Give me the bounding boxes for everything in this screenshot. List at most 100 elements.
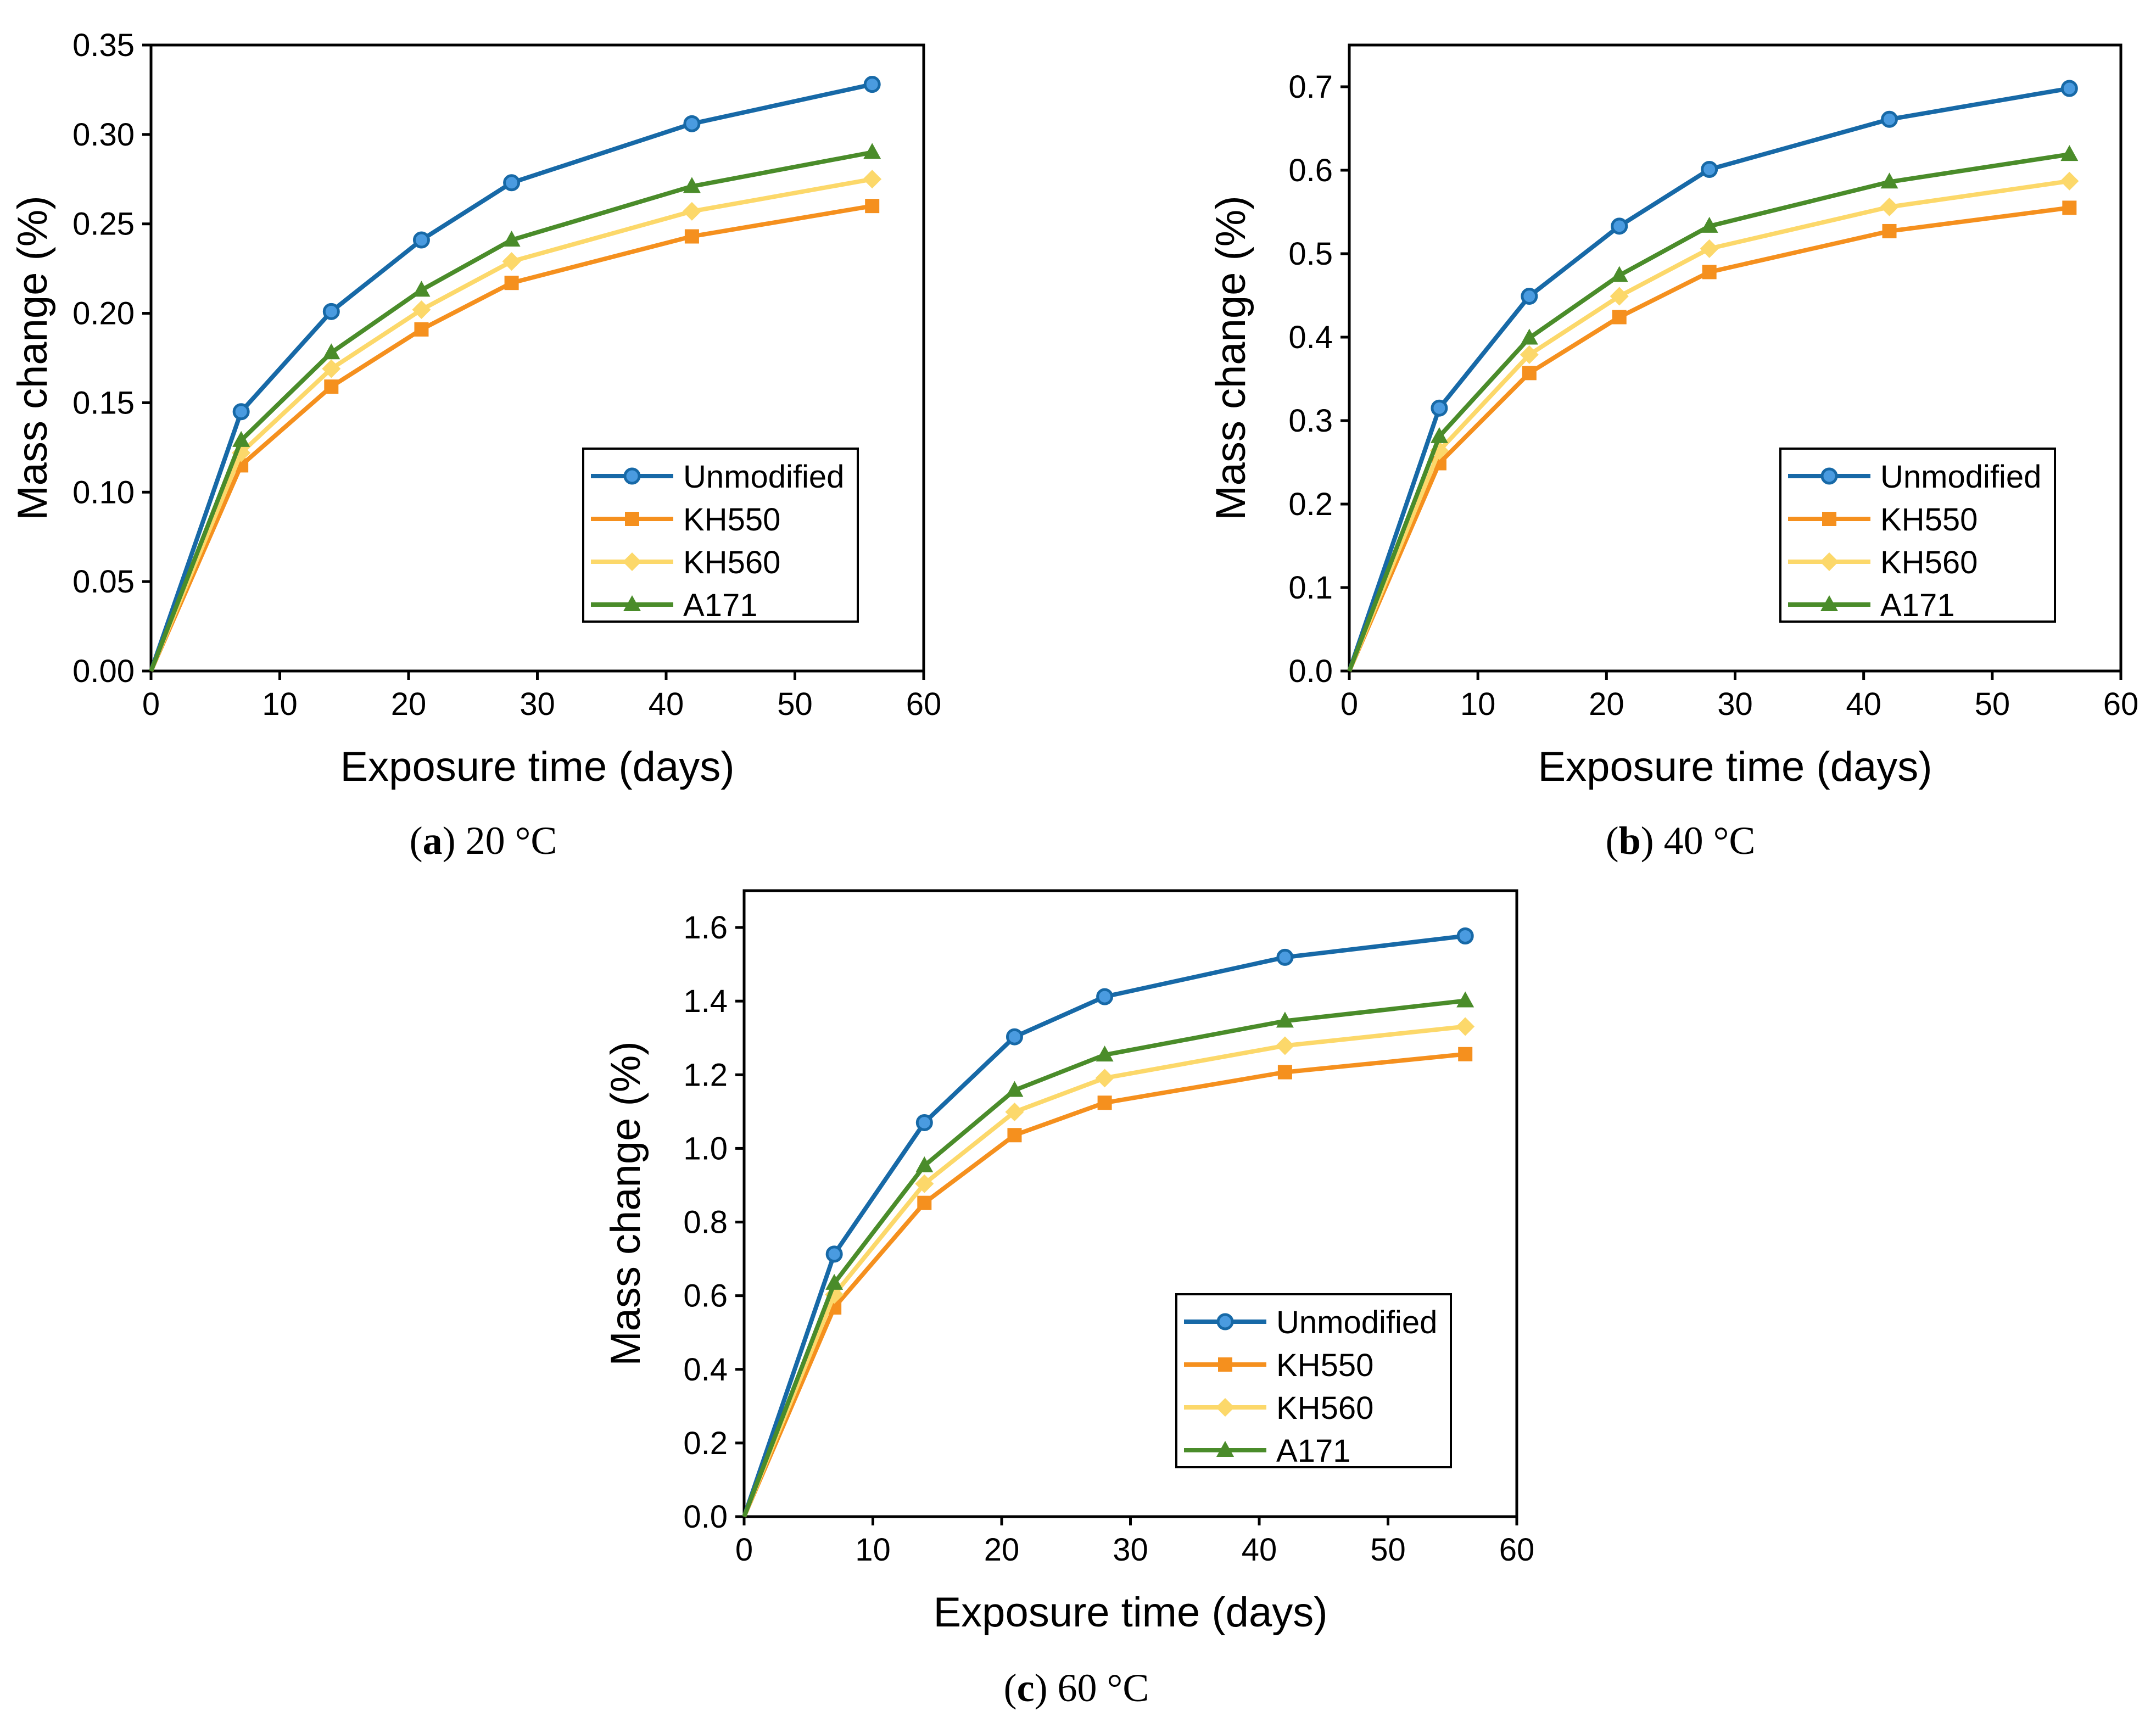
data-point-kh560 — [1880, 197, 1899, 216]
x-tick-label: 60 — [906, 686, 942, 722]
chart-panel-c: 0 10 20 30 40 50 60 0.0 0.2 0.4 0.6 0.8 1.0 1.2 1.4 1.6… — [602, 889, 1534, 1710]
legend-marker-unmodified — [1216, 1313, 1234, 1330]
legend-label-kh560: KH560 — [1880, 545, 1978, 580]
legend-marker-unmodified — [1820, 467, 1838, 485]
data-point-unmodified — [683, 115, 701, 132]
y-tick-label: 0.7 — [1288, 69, 1333, 105]
legend-marker-a171 — [1216, 1441, 1234, 1457]
chart-panel-b: 0 10 20 30 40 50 60 0.0 0.1 0.2 0.3 0.4 0.5 0.6 0.7 Exp… — [1208, 43, 2138, 863]
y-tick-label: 0.00 — [72, 653, 135, 689]
chart-panel-a: 0 10 20 30 40 50 60 0.00 0.05 0.10 0.15 0.20 0.25 0.3… — [9, 27, 941, 863]
data-point-kh550 — [1458, 1047, 1473, 1061]
data-point-a171 — [683, 177, 701, 193]
data-point-kh550 — [1702, 265, 1717, 279]
x-tick-label: 20 — [391, 686, 427, 722]
x-tick-label: 30 — [520, 686, 555, 722]
legend-label-kh550: KH550 — [1880, 502, 1978, 538]
x-tick-label: 20 — [984, 1532, 1020, 1568]
data-point-a171 — [2060, 145, 2079, 161]
x-tick-label: 20 — [1589, 686, 1624, 722]
legend-label-unmodified: Unmodified — [1276, 1305, 1437, 1340]
data-point-kh560 — [1275, 1036, 1294, 1055]
panel-caption: (c) 60 °C — [1004, 1666, 1149, 1710]
y-tick-label: 0.8 — [683, 1205, 728, 1240]
data-point-unmodified — [322, 303, 340, 320]
legend-label-kh550: KH550 — [683, 502, 780, 538]
y-tick-label: 0.0 — [1288, 653, 1333, 689]
y-tick-label: 0.2 — [1288, 487, 1333, 522]
y-tick-label: 0.30 — [72, 117, 135, 153]
y-tick-label: 1.6 — [683, 910, 728, 946]
data-point-kh560 — [1610, 287, 1629, 306]
y-tick-label: 0.6 — [1288, 153, 1333, 188]
legend: Unmodified KH550 KH560 A171 — [1779, 448, 2056, 623]
legend-label-a171: A171 — [683, 588, 757, 623]
data-point-a171 — [1700, 216, 1718, 233]
y-tick-label: 0.3 — [1288, 403, 1333, 439]
data-point-unmodified — [412, 231, 430, 249]
x-tick-label: 10 — [855, 1532, 891, 1568]
panel-caption-letter: b — [1619, 819, 1641, 863]
y-tick-label: 0.2 — [683, 1425, 728, 1461]
data-point-a171 — [863, 143, 881, 159]
data-point-kh560 — [2060, 171, 2079, 191]
data-point-kh550 — [1097, 1095, 1112, 1110]
data-point-unmodified — [1611, 217, 1628, 235]
x-tick-label: 40 — [1242, 1532, 1277, 1568]
data-point-a171 — [915, 1156, 934, 1172]
legend: Unmodified KH550 KH560 A171 — [1175, 1293, 1452, 1469]
y-tick-label: 1.4 — [683, 983, 728, 1019]
x-axis-title: Exposure time (days) — [1538, 743, 1932, 790]
data-point-a171 — [1880, 172, 1898, 189]
x-axis-title: Exposure time (days) — [340, 743, 734, 790]
panel-caption-text: ) 60 °C — [1035, 1666, 1149, 1710]
y-tick-label: 0.10 — [72, 474, 135, 510]
legend-label-unmodified: Unmodified — [1880, 459, 2041, 495]
data-point-unmodified — [1456, 927, 1474, 944]
data-point-a171 — [1430, 427, 1448, 443]
y-tick-label: 0.1 — [1288, 570, 1333, 606]
panel-caption: (a) 20 °C — [410, 819, 557, 863]
legend-label-kh560: KH560 — [1276, 1390, 1373, 1426]
legend-marker-unmodified — [623, 467, 641, 485]
data-point-kh560 — [1095, 1069, 1114, 1088]
panel-caption-letter: a — [423, 819, 443, 863]
y-tick-label: 1.0 — [683, 1131, 728, 1166]
y-tick-label: 1.2 — [683, 1057, 728, 1093]
x-tick-label: 50 — [777, 686, 813, 722]
data-point-a171 — [502, 231, 521, 247]
x-tick-label: 0 — [735, 1532, 753, 1568]
data-point-unmodified — [2060, 80, 2078, 97]
x-axis-title: Exposure time (days) — [933, 1589, 1327, 1636]
data-point-kh560 — [1456, 1017, 1475, 1036]
x-tick-label: 30 — [1113, 1532, 1148, 1568]
y-tick-label: 0.4 — [683, 1352, 728, 1388]
data-point-kh550 — [1277, 1065, 1292, 1080]
data-point-unmodified — [1881, 110, 1898, 128]
data-point-kh550 — [1007, 1128, 1022, 1143]
data-point-a171 — [1610, 266, 1628, 282]
y-tick-label: 0.25 — [72, 206, 135, 242]
panel-caption-letter: c — [1017, 1666, 1035, 1710]
data-point-kh550 — [865, 199, 880, 214]
data-point-unmodified — [1521, 288, 1538, 305]
x-tick-label: 40 — [649, 686, 684, 722]
data-point-kh560 — [682, 202, 701, 221]
y-tick-label: 0.05 — [72, 564, 135, 600]
legend-marker-a171 — [623, 595, 641, 611]
legend-label-unmodified: Unmodified — [683, 459, 844, 495]
data-point-unmodified — [1276, 948, 1294, 966]
data-point-kh550 — [1612, 310, 1627, 325]
data-point-unmodified — [1701, 160, 1718, 178]
data-point-kh550 — [684, 229, 699, 244]
legend-marker-kh560 — [623, 552, 641, 571]
data-point-kh560 — [863, 170, 882, 189]
legend-marker-kh550 — [1822, 512, 1836, 526]
data-point-kh560 — [915, 1174, 934, 1193]
panel-caption-text: ) 20 °C — [443, 819, 557, 863]
data-point-unmodified — [503, 174, 521, 192]
data-point-kh560 — [412, 300, 431, 320]
legend-marker-a171 — [1820, 595, 1838, 611]
data-point-a171 — [825, 1273, 844, 1290]
data-point-a171 — [1520, 328, 1538, 345]
